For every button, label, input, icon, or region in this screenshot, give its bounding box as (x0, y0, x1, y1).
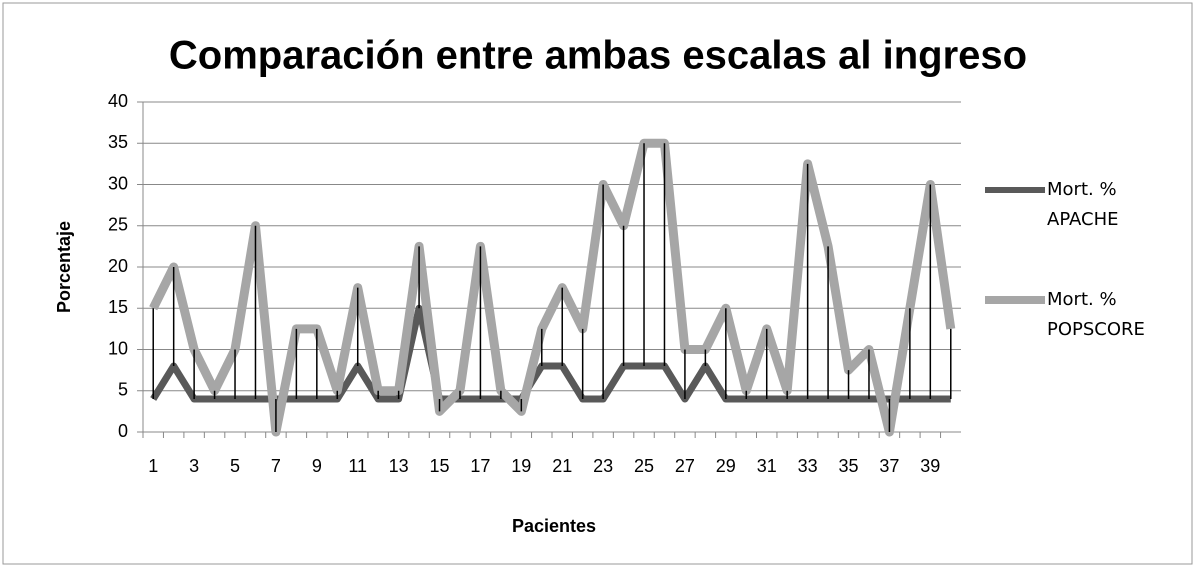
chart-title: Comparación entre ambas escalas al ingre… (169, 34, 1027, 78)
x-tick-label: 15 (430, 456, 450, 476)
y-tick-label: 0 (118, 421, 128, 441)
x-tick-label: 11 (348, 456, 367, 476)
x-tick-label: 7 (271, 456, 281, 476)
x-tick-label: 13 (389, 456, 409, 476)
x-tick-label: 39 (920, 456, 940, 476)
x-tick-label: 37 (879, 456, 899, 476)
y-tick-label: 10 (108, 338, 128, 358)
x-tick-label: 27 (675, 456, 695, 476)
legend-label: Mort. % POPSCORE (1047, 289, 1145, 340)
y-tick-label: 35 (108, 132, 128, 152)
y-tick-label: 40 (108, 91, 128, 111)
x-tick-label: 1 (148, 456, 158, 476)
x-tick-label: 21 (552, 456, 572, 476)
x-tick-label: 23 (593, 456, 613, 476)
x-tick-label: 9 (312, 456, 322, 476)
x-tick-label: 29 (716, 456, 736, 476)
y-tick-label: 30 (108, 173, 128, 193)
x-tick-label: 33 (798, 456, 818, 476)
x-tick-label: 17 (470, 456, 490, 476)
y-tick-label: 15 (108, 297, 128, 317)
x-tick-label: 3 (189, 456, 199, 476)
y-axis-label: Porcentaje (54, 221, 74, 313)
x-tick-label: 25 (634, 456, 654, 476)
x-tick-label: 5 (230, 456, 240, 476)
x-tick-label: 35 (839, 456, 859, 476)
series-line (149, 138, 956, 437)
y-tick-label: 25 (108, 215, 128, 235)
y-tick-label: 5 (118, 380, 128, 400)
x-tick-label: 31 (757, 456, 777, 476)
y-tick-label: 20 (108, 256, 128, 276)
x-tick-label: 19 (511, 456, 531, 476)
x-axis-label: Pacientes (512, 516, 596, 536)
legend-label: Mort. % APACHE (1047, 179, 1119, 230)
